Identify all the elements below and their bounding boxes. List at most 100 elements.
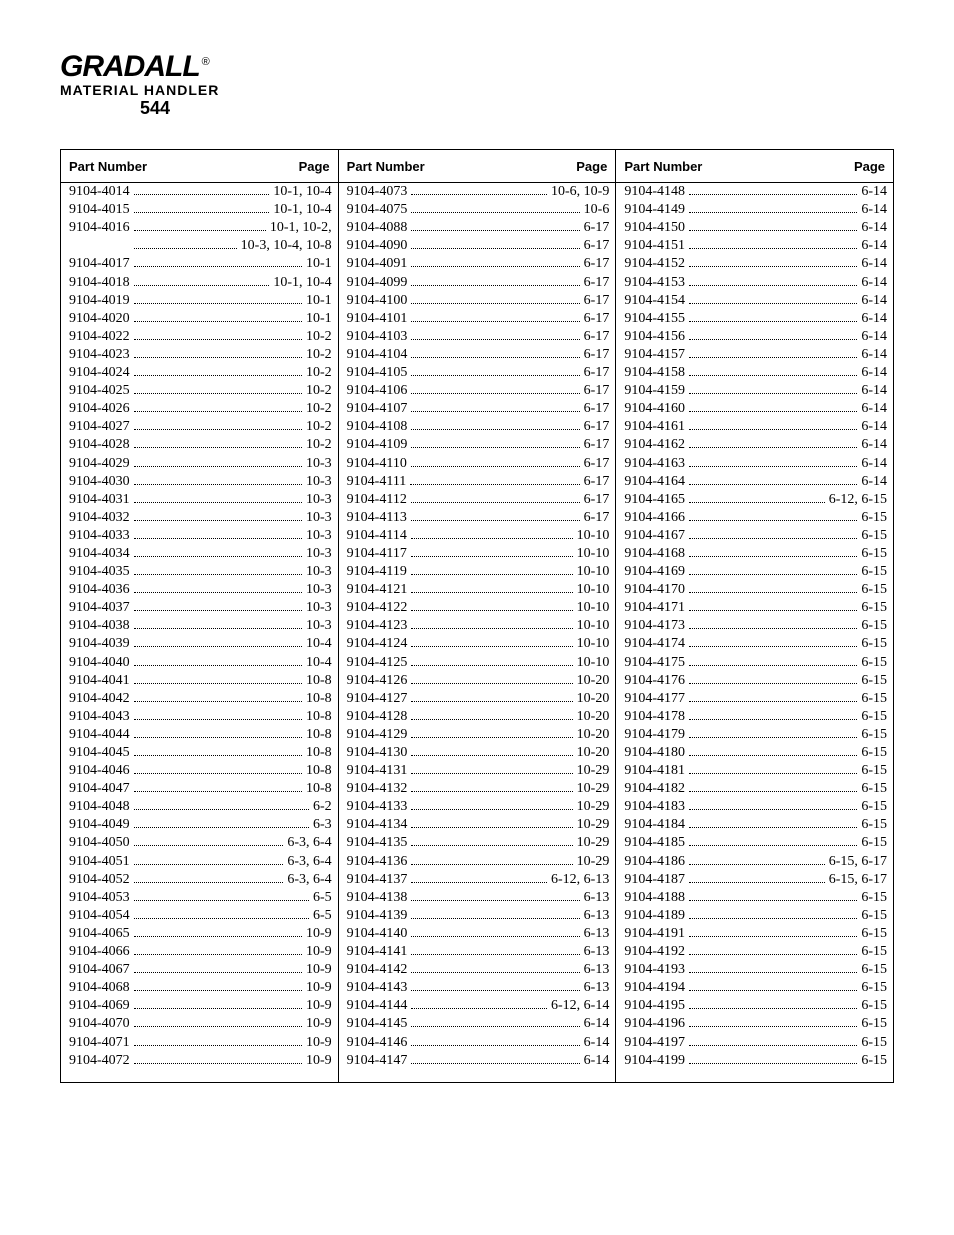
index-row: 9104-404010-4 — [61, 654, 338, 672]
leader-dots — [134, 737, 302, 738]
index-row: 9104-4073 10-6, 10-9 — [339, 183, 616, 201]
index-row: 9104-411410-10 — [339, 527, 616, 545]
index-row: 9104-41376-12, 6-13 — [339, 871, 616, 889]
page-ref: 10-6, 10-9 — [551, 183, 609, 201]
leader-dots — [134, 972, 302, 973]
page-ref: 6-15 — [861, 527, 887, 545]
leader-dots — [411, 701, 572, 702]
part-number: 9104-4191 — [624, 925, 685, 943]
index-row: 9104-413210-29 — [339, 780, 616, 798]
page-ref: 6-17 — [584, 255, 610, 273]
part-number: 9104-4199 — [624, 1052, 685, 1070]
leader-dots — [134, 357, 302, 358]
part-number: 9104-4052 — [69, 871, 130, 889]
leader-dots — [134, 845, 284, 846]
part-number: 9104-4158 — [624, 364, 685, 382]
index-row: 9104-41876-15, 6-17 — [616, 871, 893, 889]
page-ref: 10-10 — [577, 654, 610, 672]
index-row: 9104-41016-17 — [339, 310, 616, 328]
part-number: 9104-4019 — [69, 292, 130, 310]
page-ref: 6-3, 6-4 — [287, 871, 331, 889]
leader-dots — [689, 1008, 857, 1009]
leader-dots — [689, 447, 857, 448]
leader-dots — [134, 628, 302, 629]
leader-dots — [411, 864, 572, 865]
leader-dots — [689, 900, 857, 901]
index-row: 9104-41616-14 — [616, 418, 893, 436]
page-ref: 10-3 — [306, 617, 332, 635]
page-ref: 10-3 — [306, 581, 332, 599]
part-number: 9104-4182 — [624, 780, 685, 798]
leader-dots — [134, 285, 270, 286]
part-number: 9104-4149 — [624, 201, 685, 219]
index-row: 9104-412610-20 — [339, 672, 616, 690]
part-number: 9104-4195 — [624, 997, 685, 1015]
index-row: 9104-41996-15 — [616, 1052, 893, 1070]
page-ref: 6-14 — [861, 183, 887, 201]
page-ref: 10-3 — [306, 599, 332, 617]
leader-dots — [411, 357, 579, 358]
part-number: 9104-4165 — [624, 491, 685, 509]
leader-dots — [134, 809, 309, 810]
index-row: 9104-41646-14 — [616, 473, 893, 491]
leader-dots — [411, 809, 572, 810]
index-row: 9104-411710-10 — [339, 545, 616, 563]
leader-dots — [134, 375, 302, 376]
part-number: 9104-4014 — [69, 183, 130, 201]
leader-dots — [689, 773, 857, 774]
index-row: 9104-41126-17 — [339, 491, 616, 509]
index-row: 9104-41816-15 — [616, 762, 893, 780]
page-ref: 6-15 — [861, 563, 887, 581]
page-ref: 10-8 — [306, 744, 332, 762]
index-row: 9104-41106-17 — [339, 455, 616, 473]
leader-dots — [689, 520, 857, 521]
index-column: Part NumberPage9104-401410-1, 10-49104-4… — [61, 150, 339, 1082]
index-row: 9104-403210-3 — [61, 509, 338, 527]
index-row: 9104-41826-15 — [616, 780, 893, 798]
part-number: 9104-4037 — [69, 599, 130, 617]
index-row: 9104-41716-15 — [616, 599, 893, 617]
leader-dots — [134, 429, 302, 430]
page-ref: 10-9 — [306, 943, 332, 961]
leader-dots — [134, 321, 302, 322]
page-ref: 6-17 — [584, 491, 610, 509]
part-number: 9104-4106 — [347, 382, 408, 400]
page-ref: 6-15 — [861, 1015, 887, 1033]
page-ref: 6-13 — [584, 889, 610, 907]
index-row: 9104-41916-15 — [616, 925, 893, 943]
part-number: 9104-4044 — [69, 726, 130, 744]
part-number: 9104-4067 — [69, 961, 130, 979]
leader-dots — [134, 755, 302, 756]
part-number: 9104-4073 — [347, 183, 408, 201]
leader-dots — [689, 610, 857, 611]
part-number: 9104-4039 — [69, 635, 130, 653]
leader-dots — [689, 845, 857, 846]
leader-dots — [411, 900, 579, 901]
part-number: 9104-4113 — [347, 509, 407, 527]
index-row: 9104-406610-9 — [61, 943, 338, 961]
leader-dots — [411, 936, 579, 937]
page-ref: 10-1 — [306, 255, 332, 273]
index-row: 9104-401610-1, 10-2, — [61, 219, 338, 237]
part-number: 9104-4181 — [624, 762, 685, 780]
leader-dots — [134, 556, 302, 557]
leader-dots — [134, 538, 302, 539]
part-number: 9104-4160 — [624, 400, 685, 418]
leader-dots — [411, 918, 579, 919]
page-ref: 6-13 — [584, 979, 610, 997]
index-row: 9104-403310-3 — [61, 527, 338, 545]
page-ref: 6-14 — [861, 382, 887, 400]
part-number: 9104-4020 — [69, 310, 130, 328]
index-row: 9104-41426-13 — [339, 961, 616, 979]
page-ref: 10-20 — [577, 726, 610, 744]
page-ref: 6-14 — [861, 473, 887, 491]
leader-dots — [134, 864, 284, 865]
index-row: 9104-41416-13 — [339, 943, 616, 961]
leader-dots — [134, 592, 302, 593]
page-ref: 6-17 — [584, 310, 610, 328]
index-row: 9104-40496-3 — [61, 816, 338, 834]
leader-dots — [689, 1026, 857, 1027]
part-number: 9104-4128 — [347, 708, 408, 726]
leader-dots — [411, 972, 579, 973]
part-number: 9104-4188 — [624, 889, 685, 907]
